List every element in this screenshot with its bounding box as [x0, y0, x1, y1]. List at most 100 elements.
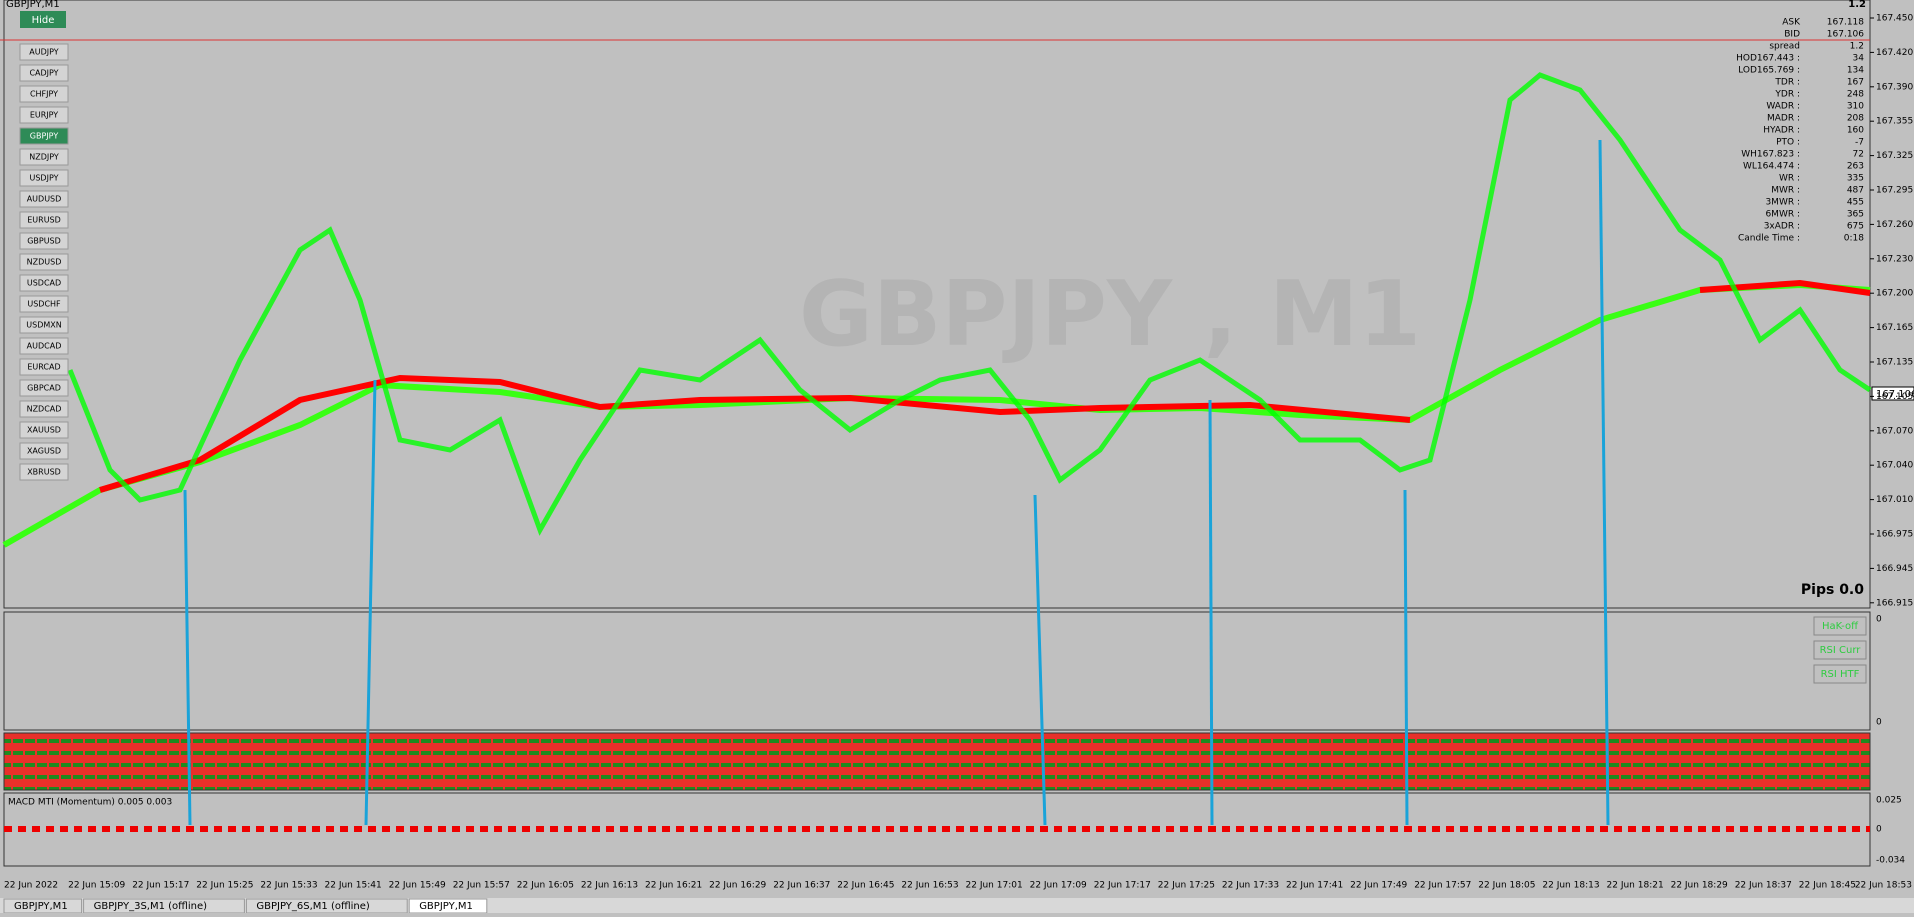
symbol-label: USDMXN	[26, 321, 61, 330]
price-label: 167.105	[1876, 392, 1913, 402]
symbol-label: NZDUSD	[27, 258, 62, 267]
info-label: YDR :	[1774, 90, 1800, 100]
symbol-button[interactable]	[19, 274, 69, 292]
price-label: 167.390	[1876, 82, 1913, 92]
time-label: 22 Jun 15:17	[132, 881, 189, 891]
watermark: GBPJPY , M1	[799, 262, 1421, 367]
time-label: 22 Jun 17:33	[1222, 881, 1279, 891]
info-value: -7	[1855, 138, 1864, 148]
signal-grid-panel	[3, 732, 1871, 791]
symbol-label: CADJPY	[29, 69, 58, 78]
price-label: 167.325	[1876, 151, 1913, 161]
window-title: GBPJPY,M1	[6, 0, 60, 10]
symbol-label: CHFJPY	[30, 90, 58, 99]
slow-ma	[2, 281, 1871, 548]
info-value: 167.106	[1827, 30, 1864, 40]
info-label: HYADR :	[1763, 126, 1800, 136]
time-label: 22 Jun 17:41	[1286, 881, 1343, 891]
time-label: 22 Jun 18:53	[1855, 881, 1912, 891]
info-value: 263	[1847, 162, 1864, 172]
symbol-button[interactable]	[19, 211, 69, 229]
info-label: TDR :	[1774, 78, 1800, 88]
time-label: 22 Jun 16:21	[645, 881, 702, 891]
symbol-button[interactable]	[19, 106, 69, 124]
info-label: ASK	[1782, 18, 1801, 28]
symbol-label: EURUSD	[27, 216, 61, 225]
info-label: 6MWR :	[1765, 210, 1800, 220]
time-label: 22 Jun 16:53	[901, 881, 958, 891]
symbol-label: GBPUSD	[27, 237, 61, 246]
info-value: 208	[1847, 114, 1864, 124]
info-value: 0:18	[1844, 234, 1864, 244]
symbol-label: NZDJPY	[29, 153, 59, 162]
symbol-button[interactable]	[19, 43, 69, 61]
pips: Pips 0.0	[1801, 582, 1864, 598]
symbol-button[interactable]	[19, 169, 69, 187]
info-label: WH167.823 :	[1741, 150, 1800, 160]
price-label: 167.135	[1876, 358, 1913, 368]
symbol-button[interactable]	[19, 127, 69, 145]
symbol-button[interactable]	[19, 463, 69, 481]
time-label: 22 Jun 18:45	[1799, 881, 1856, 891]
symbol-button[interactable]	[19, 64, 69, 82]
info-label: WL164.474 :	[1743, 162, 1800, 172]
info-label: LOD165.769 :	[1738, 66, 1800, 76]
current-price-box	[1871, 386, 1914, 401]
indicator-button[interactable]	[1813, 664, 1867, 684]
macd-axis: 0	[1876, 825, 1882, 835]
time-label: 22 Jun 16:29	[709, 881, 766, 891]
time-label: 22 Jun 18:13	[1542, 881, 1599, 891]
info-value: 160	[1847, 126, 1864, 136]
symbol-label: XBRUSD	[27, 468, 61, 477]
symbol-button[interactable]	[19, 421, 69, 439]
tab-label: GBPJPY,M1	[419, 901, 473, 912]
price-label: 167.040	[1876, 461, 1913, 471]
symbol-button[interactable]	[19, 148, 69, 166]
time-label: 22 Jun 18:05	[1478, 881, 1535, 891]
price-label: 166.915	[1876, 598, 1913, 608]
time-label: 22 Jun 16:13	[581, 881, 638, 891]
symbol-button[interactable]	[19, 253, 69, 271]
time-label: 22 Jun 17:57	[1414, 881, 1471, 891]
info-value: 335	[1847, 174, 1864, 184]
symbol-button[interactable]	[19, 337, 69, 355]
indicator-button[interactable]	[1813, 616, 1867, 636]
time-label: 22 Jun 17:01	[966, 881, 1023, 891]
time-label: 22 Jun 18:21	[1607, 881, 1664, 891]
symbol-button[interactable]	[19, 232, 69, 250]
info-header: 1.2	[1848, 0, 1866, 10]
price-label: 167.070	[1876, 426, 1913, 436]
symbol-button[interactable]	[19, 85, 69, 103]
info-value: 167	[1847, 78, 1864, 88]
symbol-label: GBPJPY	[30, 132, 59, 141]
symbol-label: NZDCAD	[27, 405, 62, 414]
symbol-button[interactable]	[19, 295, 69, 313]
symbol-button[interactable]	[19, 358, 69, 376]
indicator-button[interactable]	[1813, 640, 1867, 660]
price-label: 167.355	[1876, 117, 1913, 127]
symbol-label: USDCHF	[27, 300, 61, 309]
indicator-axis: 0	[1876, 718, 1882, 728]
symbol-button[interactable]	[19, 316, 69, 334]
price-label: 166.945	[1876, 564, 1913, 574]
symbol-button[interactable]	[19, 400, 69, 418]
price-label: 167.200	[1876, 289, 1913, 299]
symbol-button[interactable]	[19, 379, 69, 397]
symbol-label: AUDUSD	[27, 195, 62, 204]
mid-ma	[99, 374, 1411, 493]
symbol-label: EURJPY	[30, 111, 58, 120]
indicator-label: RSI Curr	[1820, 645, 1862, 656]
info-label: BID	[1784, 30, 1800, 40]
price-label: 167.010	[1876, 495, 1913, 505]
macd-axis: -0.034	[1876, 856, 1905, 866]
symbol-button[interactable]	[19, 442, 69, 460]
macd-title: MACD MTI (Momentum) 0.005 0.003	[8, 798, 172, 808]
hide-button[interactable]	[20, 11, 66, 28]
macd-axis: 0.025	[1876, 796, 1902, 806]
symbol-button[interactable]	[19, 190, 69, 208]
info-label: WR :	[1779, 174, 1800, 184]
info-label: MADR :	[1767, 114, 1800, 124]
indicator-panel	[3, 611, 1871, 731]
